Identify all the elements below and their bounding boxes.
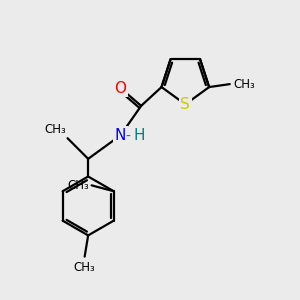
Text: CH₃: CH₃	[233, 78, 255, 91]
Text: S: S	[181, 97, 190, 112]
Text: H: H	[134, 128, 145, 143]
Text: CH₃: CH₃	[44, 123, 66, 136]
Text: -: -	[126, 130, 131, 143]
Text: CH₃: CH₃	[74, 261, 95, 274]
Text: O: O	[115, 81, 127, 96]
Text: N: N	[115, 128, 126, 143]
Text: CH₃: CH₃	[67, 179, 88, 192]
